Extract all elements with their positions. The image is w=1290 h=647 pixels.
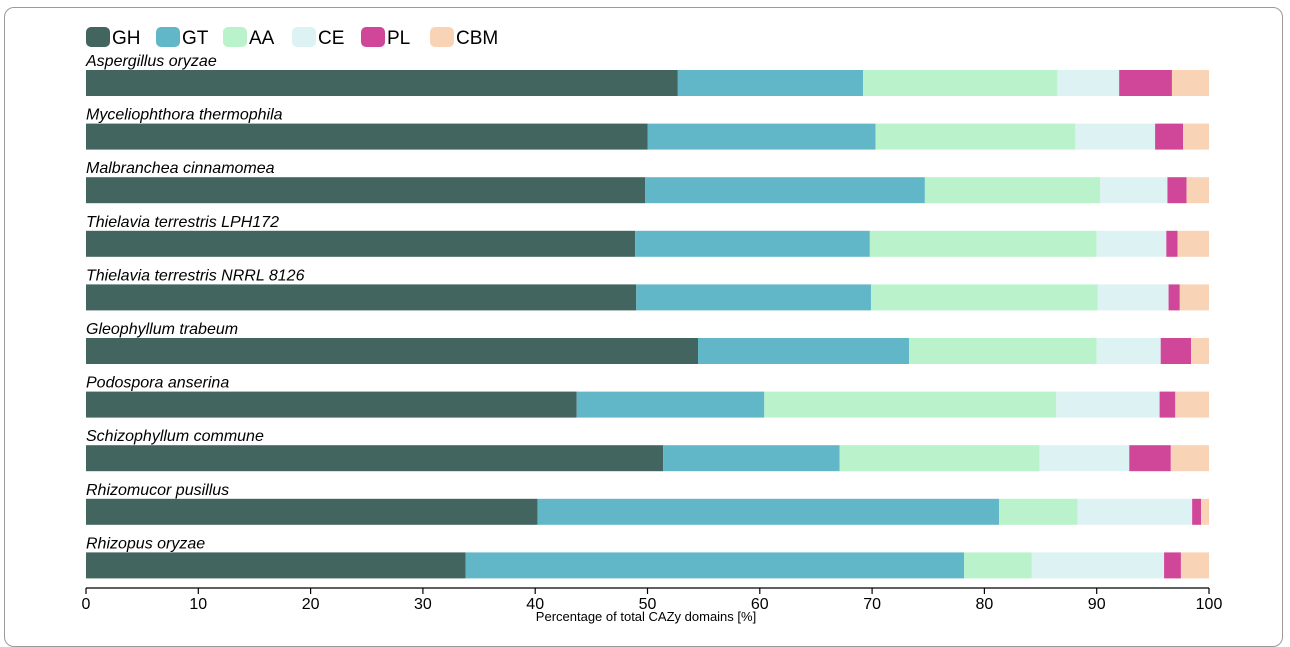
bar-segment-gt: [537, 498, 999, 525]
bar-segment-gt: [636, 284, 871, 311]
bar-segment-ce: [1096, 338, 1161, 364]
species-label: Malbranchea cinnamomea: [86, 160, 275, 177]
species-label: Podospora anserina: [86, 375, 229, 392]
species-labels: Aspergillus oryzae Myceliophthora thermop…: [85, 53, 305, 552]
bar-segment-aa: [875, 123, 1076, 150]
bar-segment-gh: [86, 177, 646, 204]
bar-segment-ce: [1096, 230, 1167, 257]
bar-segment-gt: [645, 177, 925, 204]
bar-segment-ce: [1100, 177, 1168, 204]
bar-segment-pl: [1192, 498, 1202, 525]
bar-segment-aa: [869, 230, 1097, 257]
x-tick-label: 30: [414, 596, 432, 613]
bar-segment-aa: [964, 552, 1032, 579]
bar-segment-gt: [698, 338, 910, 364]
bar-segment-gt: [663, 445, 840, 472]
species-label: Gleophyllum trabeum: [86, 321, 238, 338]
stacked-bar-chart: GH GT AA CE PL CBM Aspergillus oryzae Myceliop…: [82, 27, 1223, 624]
x-tick-label: 100: [1196, 596, 1223, 613]
bar-segment-gh: [86, 284, 637, 311]
x-tick-label: 60: [751, 596, 769, 613]
bar-segment-gh: [86, 230, 636, 257]
bar-segment-aa: [764, 391, 1057, 418]
legend-label-aa: AA: [249, 28, 275, 49]
bar-segment-ce: [1039, 445, 1130, 472]
bar-segment-gt: [576, 391, 765, 418]
x-tick-label: 20: [302, 596, 320, 613]
bar-segment-ce: [1031, 552, 1165, 579]
x-tick-label: 40: [526, 596, 544, 613]
x-tick-label: 0: [82, 596, 91, 613]
bar-segment-ce: [1097, 284, 1169, 311]
species-label: Aspergillus oryzae: [85, 53, 217, 70]
bar-segment-cbm: [1171, 70, 1209, 96]
legend-label-gh: GH: [112, 28, 141, 49]
bar-segment-pl: [1159, 391, 1176, 418]
legend-label-pl: PL: [387, 28, 410, 49]
bar-segment-gh: [86, 338, 699, 364]
bar-segment-gt: [635, 230, 870, 257]
bar-segment-pl: [1129, 445, 1171, 472]
bar-segment-pl: [1167, 177, 1187, 204]
bar-segment-gh: [86, 498, 538, 525]
bar-segment-ce: [1057, 70, 1120, 96]
x-tick-label: 90: [1088, 596, 1106, 613]
legend-swatch-pl: [361, 27, 385, 47]
bar-segment-gt: [465, 552, 965, 579]
bar-segment-gt: [647, 123, 876, 150]
bar-segment-pl: [1160, 338, 1192, 364]
species-label: Myceliophthora thermophila: [86, 107, 283, 124]
bar-segment-cbm: [1191, 338, 1209, 364]
legend: GH GT AA CE PL CBM: [86, 27, 498, 49]
bar-segment-cbm: [1201, 498, 1209, 525]
bar-segment-gh: [86, 391, 577, 418]
x-axis: 0 10 20 30 40 50 60 70 80 90 100: [82, 587, 1223, 613]
bar-segment-ce: [1075, 123, 1156, 150]
bar-segment-ce: [1056, 391, 1160, 418]
bar-segment-cbm: [1175, 391, 1209, 418]
legend-swatch-gh: [86, 27, 110, 47]
bar-segment-cbm: [1186, 177, 1209, 204]
bar-segment-cbm: [1170, 445, 1209, 472]
bar-segment-aa: [839, 445, 1040, 472]
bars: [86, 70, 1209, 579]
legend-label-cbm: CBM: [456, 28, 498, 49]
bar-segment-gt: [677, 70, 864, 96]
species-label: Thielavia terrestris LPH172: [86, 214, 279, 231]
bar-segment-aa: [870, 284, 1098, 311]
bar-segment-pl: [1166, 230, 1178, 257]
legend-label-gt: GT: [182, 28, 209, 49]
species-label: Rhizopus oryzae: [86, 535, 205, 552]
bar-segment-pl: [1119, 70, 1172, 96]
bar-segment-aa: [863, 70, 1058, 96]
species-label: Rhizomucor pusillus: [86, 482, 229, 499]
legend-swatch-cbm: [430, 27, 454, 47]
species-label: Thielavia terrestris NRRL 8126: [86, 267, 305, 284]
bar-segment-cbm: [1179, 284, 1209, 311]
bar-segment-ce: [1077, 498, 1193, 525]
legend-swatch-gt: [156, 27, 180, 47]
bar-segment-cbm: [1183, 123, 1209, 150]
bar-segment-gh: [86, 123, 648, 150]
bar-segment-pl: [1168, 284, 1180, 311]
x-axis-title: Percentage of total CAZy domains [%]: [536, 609, 756, 624]
species-label: Schizophyllum commune: [86, 428, 264, 445]
bar-segment-pl: [1155, 123, 1184, 150]
legend-swatch-ce: [292, 27, 316, 47]
bar-segment-pl: [1164, 552, 1181, 579]
bar-segment-cbm: [1177, 230, 1209, 257]
legend-swatch-aa: [223, 27, 247, 47]
bar-segment-aa: [998, 498, 1078, 525]
legend-label-ce: CE: [318, 28, 344, 49]
bar-segment-gh: [86, 70, 678, 96]
x-tick-label: 80: [976, 596, 994, 613]
x-tick-label: 70: [863, 596, 881, 613]
bar-segment-gh: [86, 552, 466, 579]
bar-segment-aa: [909, 338, 1097, 364]
bar-segment-cbm: [1180, 552, 1209, 579]
bar-segment-aa: [924, 177, 1101, 204]
bar-segment-gh: [86, 445, 664, 472]
x-tick-label: 50: [639, 596, 657, 613]
x-tick-label: 10: [189, 596, 207, 613]
